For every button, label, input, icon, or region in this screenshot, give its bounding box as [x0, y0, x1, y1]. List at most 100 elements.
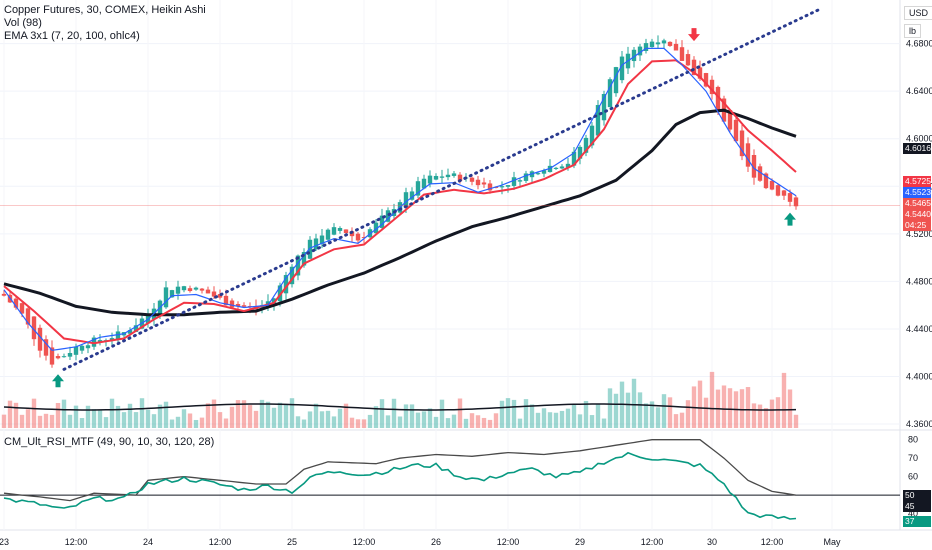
candle-body [505, 185, 511, 187]
price-tick-label: 4.3600 [906, 419, 932, 429]
candle-body [565, 163, 571, 168]
candle-body [637, 46, 643, 56]
ema-slow-line [3, 108, 797, 317]
candle-body [727, 110, 733, 130]
volume-bar [355, 419, 361, 428]
volume-bar [61, 399, 67, 428]
candle-body [787, 193, 793, 202]
currency-button[interactable]: USD [904, 6, 932, 20]
volume-bar [31, 398, 37, 428]
candle-body [175, 286, 181, 294]
candle-body [319, 235, 325, 244]
volume-bar [253, 410, 259, 428]
volume-bar [223, 418, 229, 428]
candle-body [193, 287, 199, 290]
volume-bar [607, 388, 613, 428]
volume-bar [373, 406, 379, 428]
volume-bar [451, 414, 457, 428]
volume-bar [445, 418, 451, 428]
volume-bar [787, 389, 793, 428]
price-tick-label: 4.4800 [906, 276, 932, 286]
candle-body [67, 353, 73, 357]
volume-bar [121, 412, 127, 428]
volume-bar [463, 418, 469, 428]
candle-body [127, 330, 133, 334]
candle-body [475, 179, 481, 186]
ema-indicator-label: EMA 3x1 (7, 20, 100, ohlc4) [4, 30, 140, 42]
volume-bar [55, 402, 61, 428]
candle-body [217, 294, 223, 298]
rsi-mid-tag: 45 [903, 501, 931, 512]
time-tick-label: 12:00 [353, 537, 376, 547]
volume-bar [745, 387, 751, 428]
volume-bar [637, 392, 643, 428]
volume-bar [301, 419, 307, 428]
candle-body [61, 356, 67, 358]
candle-body [523, 173, 529, 181]
volume-bar [19, 414, 25, 428]
time-tick-label: 12:00 [209, 537, 232, 547]
candle-body [631, 49, 637, 62]
candle-body [25, 308, 31, 325]
rsi-line [3, 451, 797, 520]
volume-bar [229, 406, 235, 428]
candle-body [499, 186, 505, 188]
candle-body [331, 227, 337, 235]
volume-bar [421, 411, 427, 428]
ema-mid-line [3, 59, 797, 345]
candle-body [469, 177, 475, 182]
candle-body [661, 40, 667, 44]
candle-body [673, 43, 679, 51]
price-tick-label: 4.4400 [906, 324, 932, 334]
volume-bar [385, 415, 391, 428]
candle-body [187, 288, 193, 292]
candle-body [559, 166, 565, 169]
rsi-indicator-label: CM_Ult_RSI_MTF (49, 90, 10, 30, 120, 28) [4, 436, 215, 448]
time-tick-label: 12:00 [641, 537, 664, 547]
volume-bar [145, 409, 151, 428]
volume-bar [553, 412, 559, 428]
volume-bar [169, 419, 175, 428]
volume-bar [265, 401, 271, 428]
candle-body [421, 178, 427, 189]
candle-body [433, 175, 439, 180]
rsi-tick-label: 80 [908, 435, 918, 445]
candle-body [763, 173, 769, 189]
volume-indicator-label: Vol (98) [4, 17, 42, 29]
candle-body [13, 298, 19, 308]
time-tick-label: 12:00 [761, 537, 784, 547]
candle-body [283, 275, 289, 294]
candle-body [301, 252, 307, 266]
candle-body [385, 210, 391, 222]
candle-body [457, 174, 463, 182]
volume-bar [655, 407, 661, 428]
volume-bar [409, 404, 415, 428]
volume-bar [709, 371, 715, 428]
candle-body [481, 182, 487, 185]
volume-bar [13, 402, 19, 428]
buy-signal-arrow [52, 374, 64, 388]
volume-bar [481, 417, 487, 428]
volume-bar [97, 410, 103, 428]
candle-body [745, 143, 751, 167]
volume-bar [181, 409, 187, 428]
candle-body [325, 229, 331, 240]
volume-ma-line [3, 403, 797, 411]
volume-bar [601, 418, 607, 428]
candle-body [73, 346, 79, 355]
volume-bar [343, 403, 349, 428]
volume-bar [325, 410, 331, 428]
candle-body [31, 316, 37, 340]
volume-bar [1, 414, 7, 428]
candle-body [37, 327, 43, 351]
unit-button[interactable]: lb [904, 24, 922, 38]
candle-body [235, 303, 241, 307]
price-tick-label: 4.6000 [906, 134, 932, 144]
volume-bar [559, 410, 565, 428]
candle-body [553, 167, 559, 169]
volume-bar [115, 405, 121, 428]
candles [1, 35, 799, 368]
volume-bar [649, 401, 655, 428]
volume-bar [751, 403, 757, 428]
